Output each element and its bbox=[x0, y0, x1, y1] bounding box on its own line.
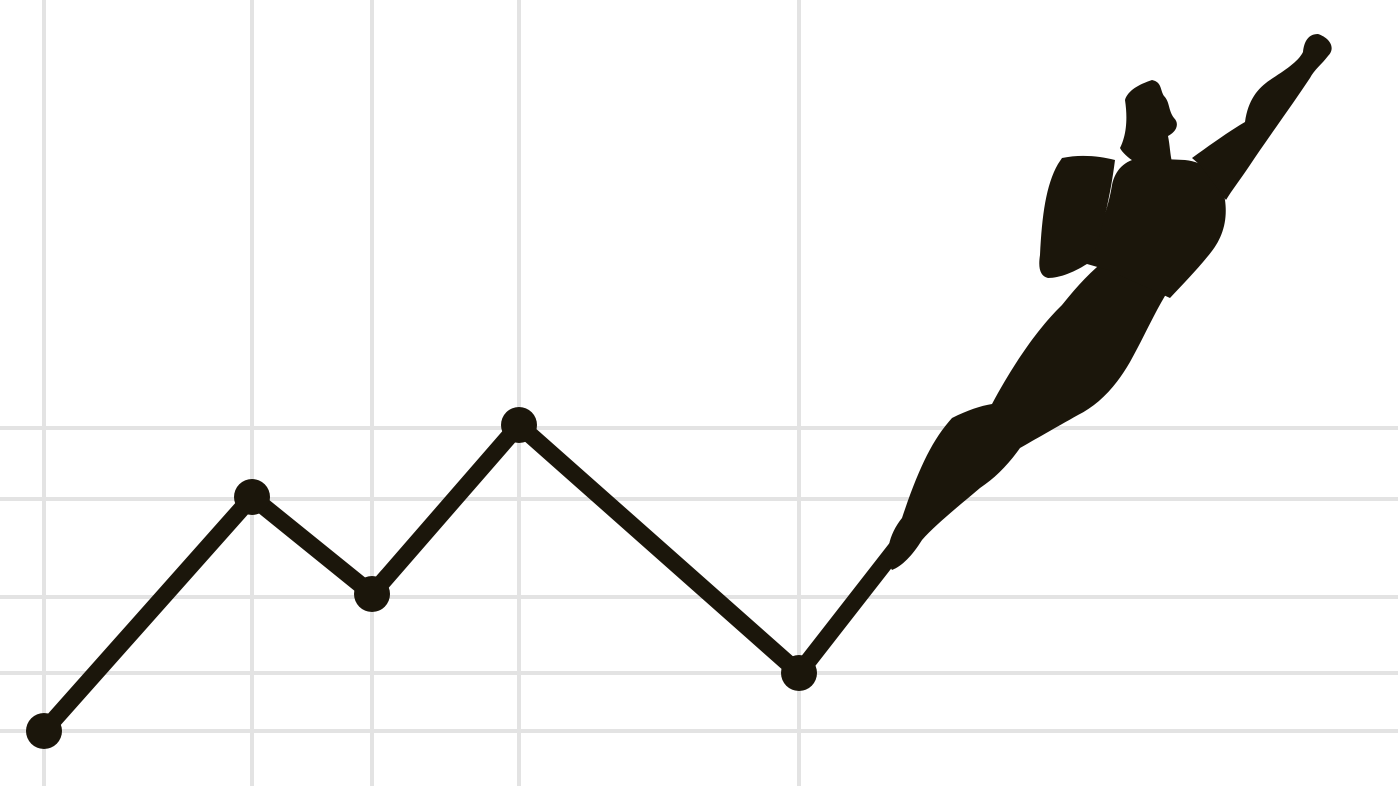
trend-point bbox=[26, 713, 62, 749]
hero-legs bbox=[887, 258, 1172, 570]
trend-point bbox=[781, 655, 817, 691]
trend-point bbox=[234, 479, 270, 515]
flying-superhero-silhouette-icon bbox=[887, 34, 1332, 570]
hero-cape bbox=[1039, 155, 1115, 278]
trend-markers bbox=[26, 407, 817, 749]
trend-line-path bbox=[35, 416, 914, 740]
trend-point bbox=[354, 576, 390, 612]
hero-arm bbox=[1192, 34, 1332, 200]
hero-head bbox=[1120, 80, 1177, 162]
trend-line bbox=[35, 416, 914, 740]
trend-point bbox=[501, 407, 537, 443]
hero-torso bbox=[1080, 158, 1226, 298]
